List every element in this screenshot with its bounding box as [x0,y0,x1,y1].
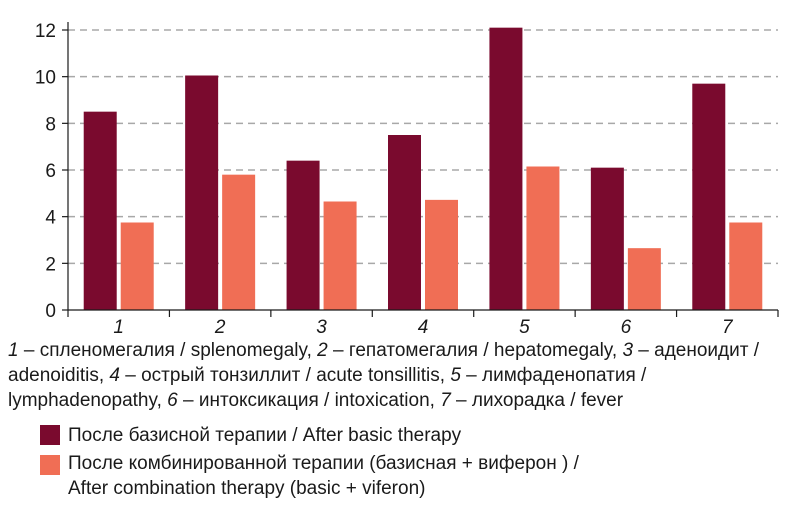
bar-series2-cat2 [222,174,256,310]
bar-series1-cat2 [185,75,219,310]
y-tick-label-8: 8 [45,114,56,135]
caption-item-4: 4 – острый тонзиллит / acute tonsillitis… [109,365,451,386]
x-tick-labels: 1 2 3 4 5 6 7 [113,317,734,335]
bar-series1-cat4 [388,135,421,310]
category-caption: 1 – спленомегалия / splenomegaly, 2 – ге… [8,338,794,413]
axes [67,22,779,317]
caption-item-5: 5 – лимфаденопатия / lymphadenopathy, [8,365,647,411]
bar-series2-cat3 [323,201,357,310]
y-tick-label-12: 12 [35,21,56,42]
bar-series2-cat1 [120,222,154,310]
legend-label-combination-line2: After combination therapy (basic + vifer… [68,478,426,499]
caption-item-3: 3 – аденоидит / adenoiditis, [8,340,760,386]
bar-series1-cat6 [590,167,624,310]
y-tick-label-6: 6 [45,161,56,182]
x-tick-label-3: 3 [316,317,327,335]
legend-swatch-combination [40,455,60,475]
bars [83,27,763,311]
y-tick-label-0: 0 [45,301,56,322]
bar-series2-cat6 [627,248,661,310]
x-tick-label-4: 4 [418,317,429,335]
legend-label-combination-line1: После комбинированной терапии (базисная … [68,453,579,474]
legend-label-basic: После базисной терапии / After basic the… [68,425,462,446]
x-tick-label-5: 5 [519,317,530,335]
caption-item-7: 7 – лихорадка / fever [440,390,624,411]
y-tick-labels: 0 2 4 6 8 10 12 [35,21,68,322]
bar-series2-cat5 [526,166,560,310]
x-tick-label-2: 2 [214,317,226,335]
y-tick-label-2: 2 [45,254,56,275]
bar-series1-cat5 [489,27,523,311]
caption-item-2: 2 – гепатомегалия / hepatomegaly, [317,340,623,361]
legend-swatch-basic [40,425,60,445]
grid-lines [68,29,778,265]
x-tick-label-1: 1 [113,317,124,335]
bar-series1-cat7 [692,83,726,311]
caption-item-1: 1 – спленомегалия / splenomegaly, [8,340,318,361]
x-tick-label-6: 6 [621,317,632,335]
bar-series1-cat3 [286,160,320,310]
caption-item-6: 6 – интоксикация / intoxication, [167,390,441,411]
y-tick-label-4: 4 [45,208,56,229]
bar-series1-cat1 [83,111,117,311]
x-tick-label-7: 7 [722,317,734,335]
bar-series2-cat7 [729,222,763,310]
bar-series2-cat4 [425,199,458,310]
y-tick-label-10: 10 [35,68,56,89]
